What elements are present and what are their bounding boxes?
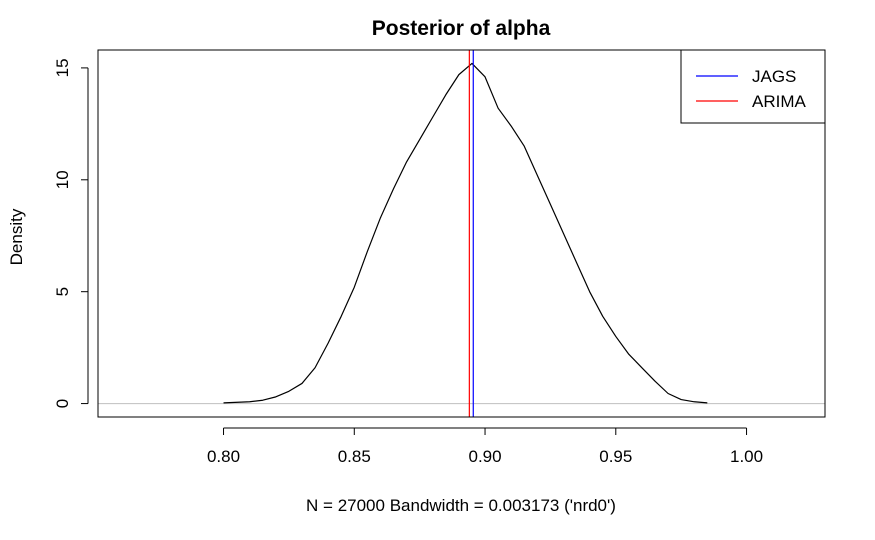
plot-frame <box>97 49 826 418</box>
x-tick-label: 0.85 <box>338 447 371 466</box>
x-tick-label: 0.90 <box>468 447 501 466</box>
density-curve-0 <box>223 62 708 404</box>
y-axis-label: Density <box>7 208 26 265</box>
legend-label-jags: JAGS <box>752 67 796 86</box>
y-tick-label: 10 <box>53 170 72 189</box>
y-tick-label: 0 <box>53 399 72 408</box>
reference-lines-layer <box>468 50 474 417</box>
density-curve-layer <box>223 62 708 404</box>
legend-box <box>680 49 826 124</box>
y-tick-label: 5 <box>53 287 72 296</box>
legend: JAGS ARIMA <box>680 49 826 124</box>
x-tick-label: 0.95 <box>599 447 632 466</box>
axes-layer: 0.80 0.85 0.90 0.95 1.00 0 5 10 15 <box>53 58 763 466</box>
y-tick-label: 15 <box>53 58 72 77</box>
x-tick-label: 1.00 <box>730 447 763 466</box>
chart-title: Posterior of alpha <box>372 17 551 40</box>
legend-entries: JAGS ARIMA <box>696 67 807 111</box>
legend-label-arima: ARIMA <box>752 92 807 111</box>
x-tick-label: 0.80 <box>207 447 240 466</box>
x-axis-label: N = 27000 Bandwidth = 0.003173 ('nrd0') <box>306 496 616 515</box>
